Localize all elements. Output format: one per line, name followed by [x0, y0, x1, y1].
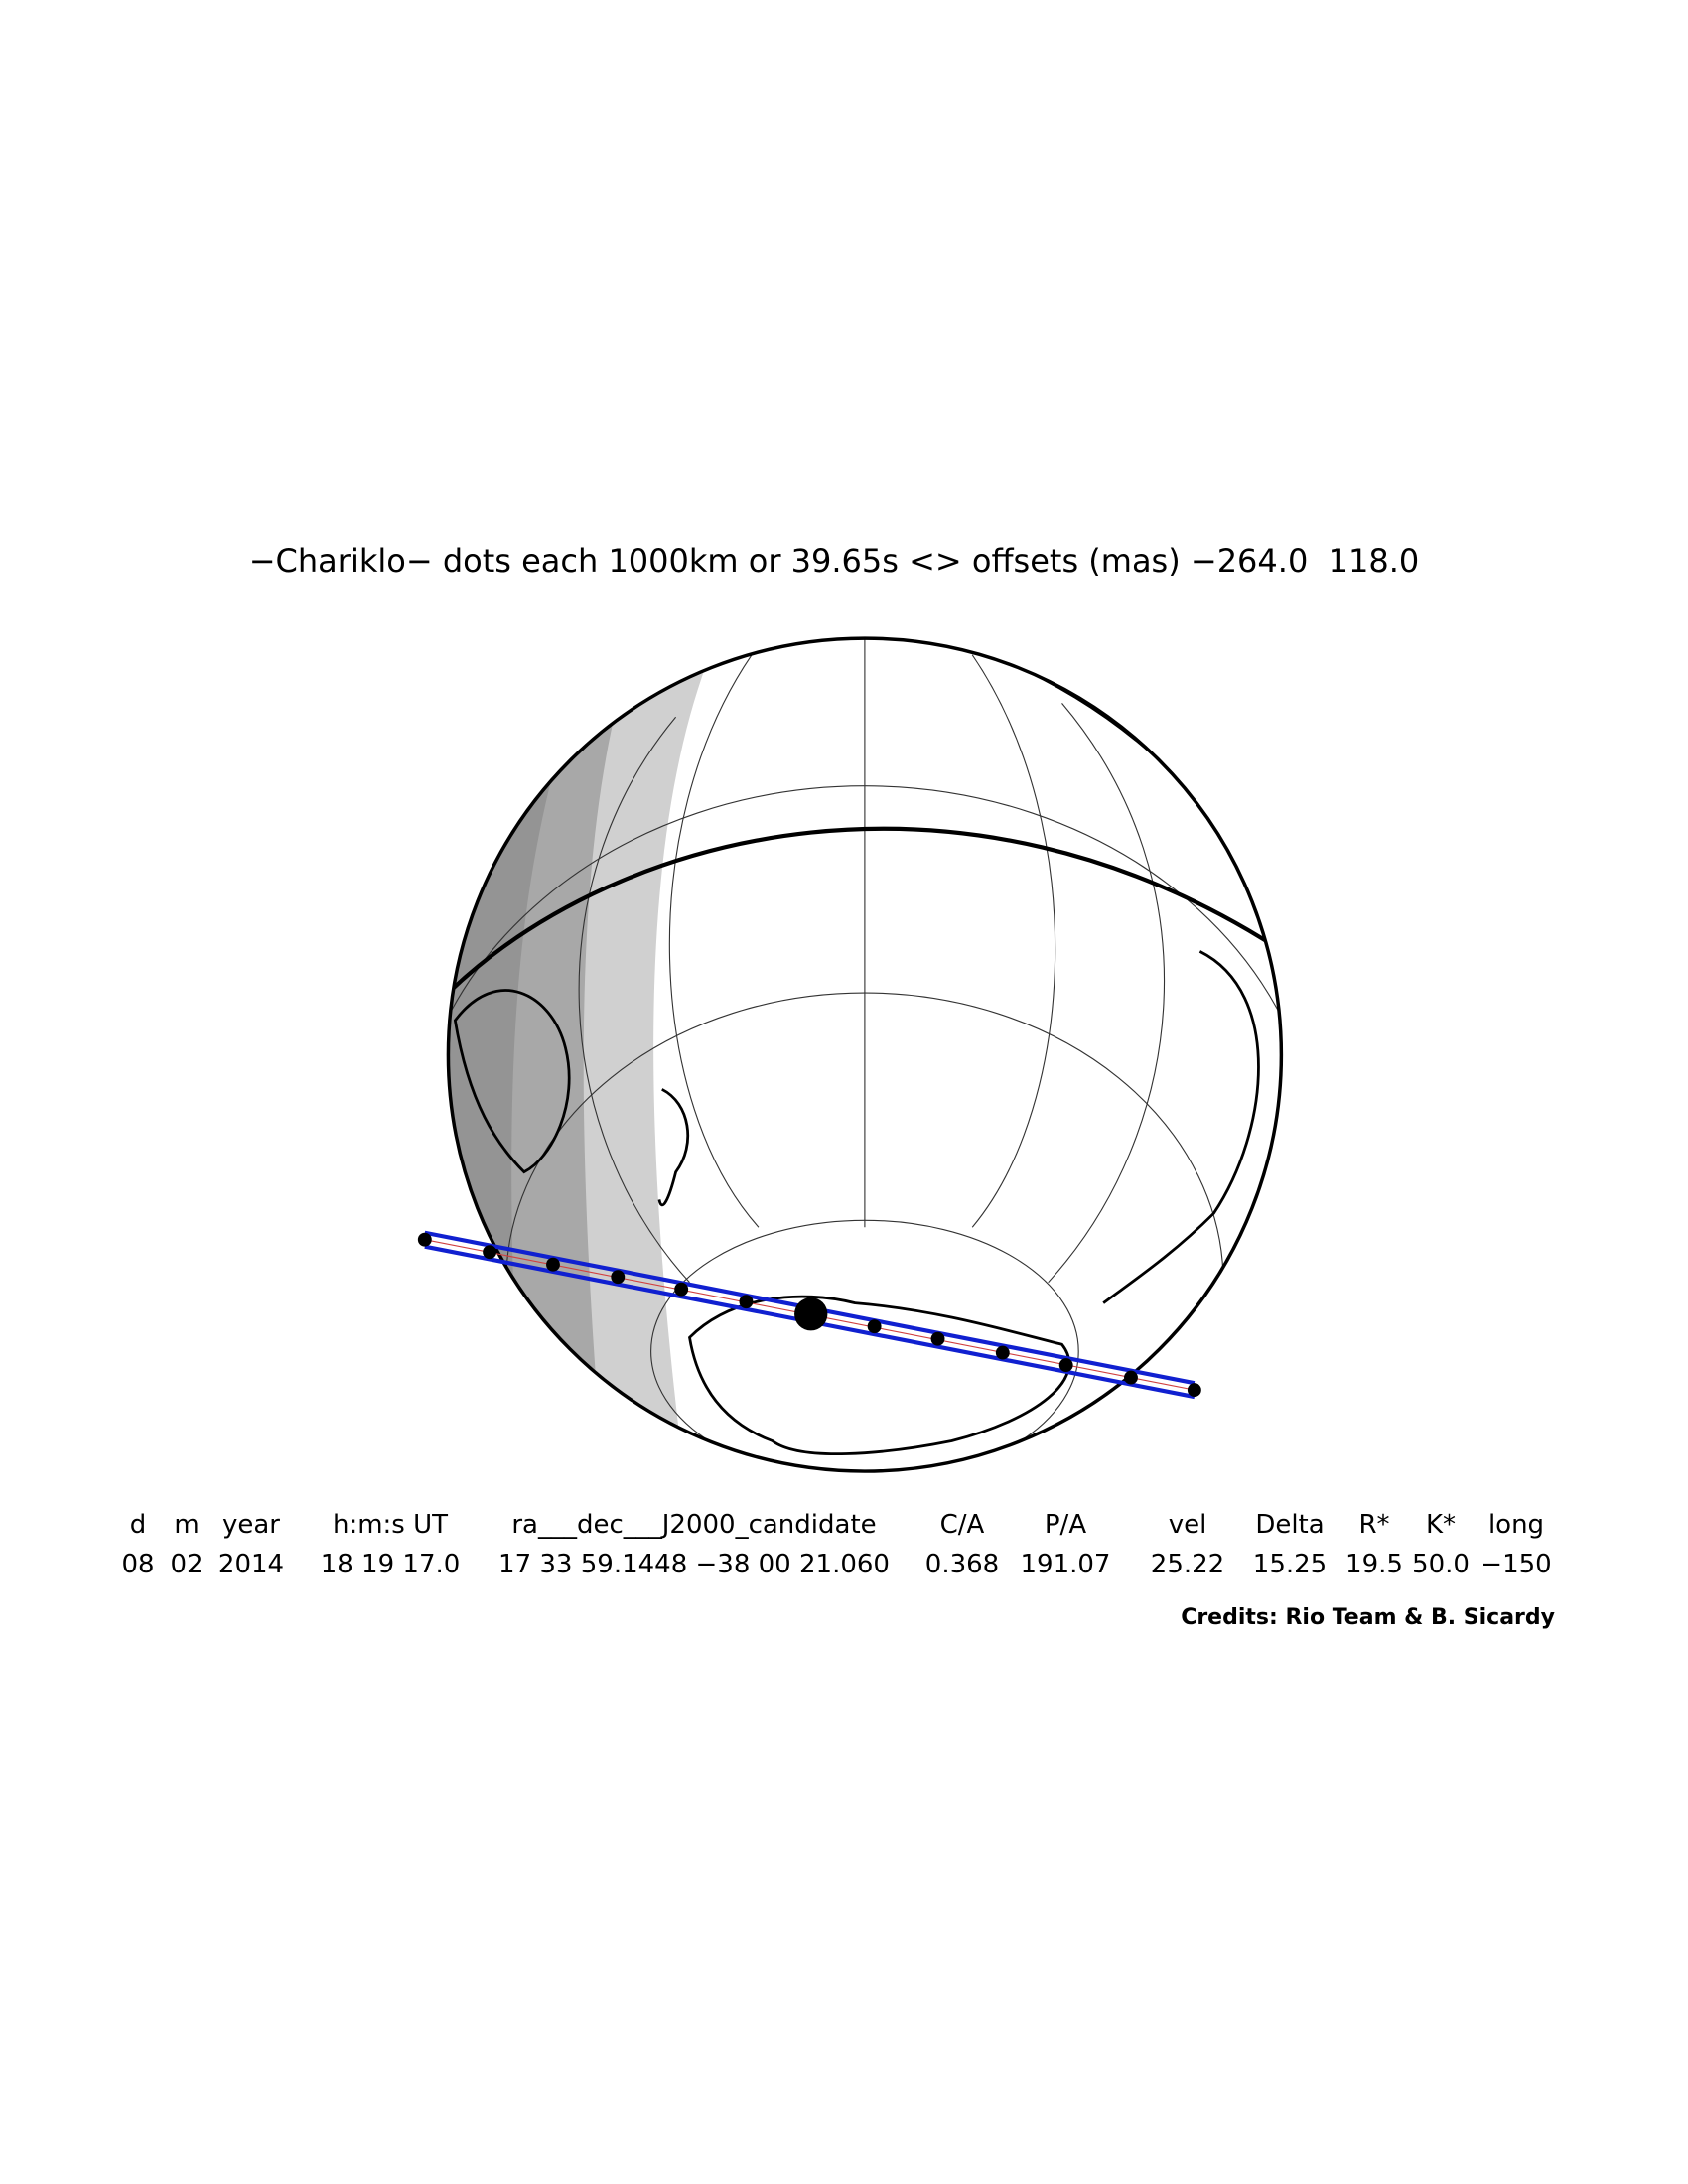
table-cell: 17 33 59.1448 −38 00 21.060: [498, 1550, 890, 1579]
table-cell: 08: [121, 1550, 154, 1579]
column-header: vel: [1169, 1510, 1207, 1540]
map-title: −Chariklo− dots each 1000km or 39.65s <>…: [249, 542, 1420, 580]
table-cell: 50.0: [1412, 1550, 1470, 1579]
column-header: C/A: [940, 1510, 985, 1540]
column-header: K*: [1426, 1510, 1456, 1540]
table-cell: 0.368: [925, 1550, 999, 1579]
column-header: Delta: [1255, 1510, 1324, 1540]
table-cell: −150: [1480, 1550, 1551, 1579]
column-header: ra___dec___J2000_candidate: [511, 1510, 876, 1540]
table-cell: 191.07: [1021, 1550, 1111, 1579]
column-header: h:m:s UT: [333, 1510, 448, 1540]
column-header: long: [1488, 1510, 1544, 1540]
table-cell: 02: [170, 1550, 203, 1579]
table-cell: 15.25: [1253, 1550, 1327, 1579]
column-header: m: [174, 1510, 199, 1540]
globe: [417, 636, 1284, 1473]
table-cell: 2014: [218, 1550, 284, 1579]
column-header: P/A: [1045, 1510, 1086, 1540]
table-cell: 18 19 17.0: [321, 1550, 461, 1579]
credits: Credits: Rio Team & B. Sicardy: [1181, 1605, 1555, 1630]
column-header: d: [130, 1510, 147, 1540]
column-header: R*: [1358, 1510, 1389, 1540]
column-header: year: [222, 1510, 280, 1540]
event-table: d m year h:m:s UT ra___dec___J2000_candidate…: [121, 1510, 1551, 1579]
table-cell: 19.5: [1345, 1550, 1403, 1579]
table-cell: 25.22: [1151, 1550, 1224, 1579]
